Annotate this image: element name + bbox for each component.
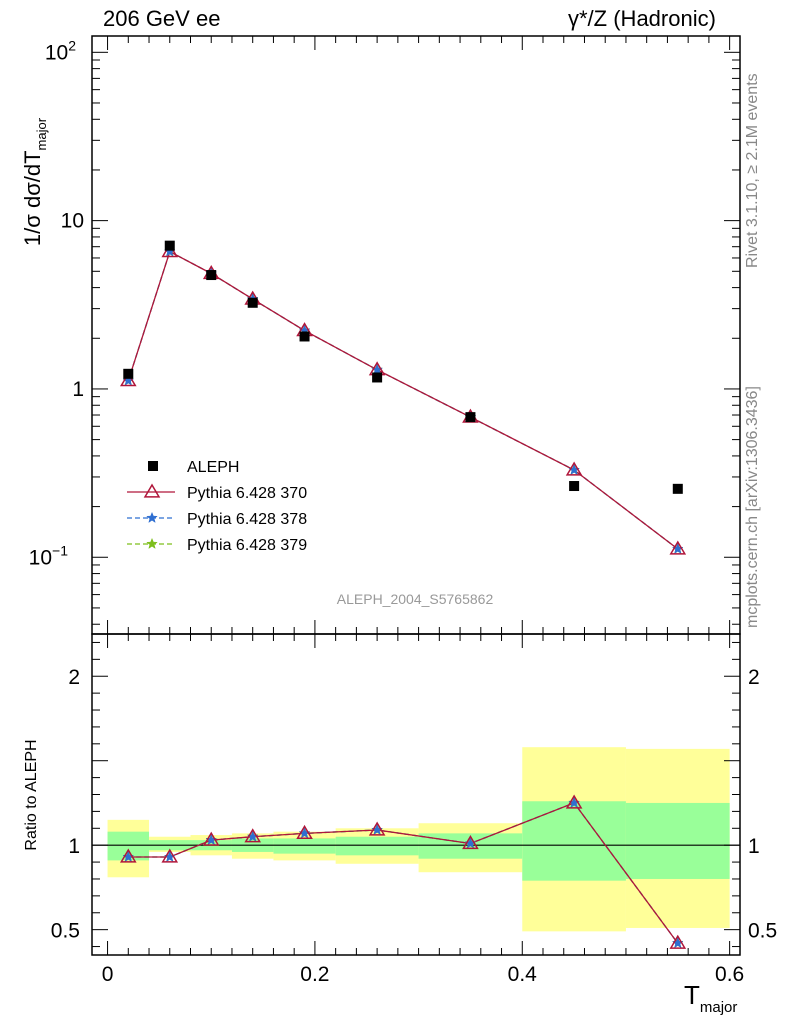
plot-title-right: γ*/Z (Hadronic) [568,6,716,31]
main-marker-series-0-point-0 [119,372,137,387]
ratio-marker-series-0-point-0 [119,848,137,863]
ratio-y-axis-label: Ratio to ALEPH [23,739,40,850]
x-tick-label-2: 0.4 [508,963,538,986]
analysis-watermark: ALEPH_2004_S5765862 [337,591,494,607]
main-y-axis-label: 1/σ dσ/dTmajor [20,117,49,246]
ratio-y-tick-label-left-1: 1 [68,835,80,858]
ratio-band-inner-8 [625,802,730,879]
main-y-tick-label-exponent: −1 [52,542,68,558]
data-point-2 [206,270,217,281]
data-point-4 [299,331,310,342]
legend-marker-series-2 [146,537,158,549]
data-point-7 [569,481,580,492]
main-marker-series-0-point-7 [565,461,583,476]
ratio-y-tick-label-right-0: 0.5 [748,920,777,943]
ratio-band-inner-7 [522,801,626,881]
ratio-marker-series-0-point-1 [161,848,179,863]
data-point-0 [123,368,134,379]
x-tick-label-1: 0.2 [300,963,329,986]
legend-label-series-0: Pythia 6.428 370 [187,485,307,502]
ratio-y-tick-label-left-2: 2 [68,666,80,689]
main-marker-series-0-point-8 [669,540,687,555]
ratio-marker-series-0-point-7 [565,794,583,809]
ratio-y-tick-label-right-2: 2 [748,666,760,689]
ratio-marker-series-0-point-2 [202,831,220,846]
ratio-marker-series-0-point-6 [462,835,479,850]
main-y-tick-label-exponent: 2 [68,37,76,53]
main-y-tick-label-2: 10 [61,210,84,233]
main-y-tick-label-1: 1 [72,378,84,401]
data-point-1 [164,240,175,251]
data-point-6 [465,412,476,423]
ratio-marker-series-0-point-5 [368,821,386,836]
data-point-5 [372,372,383,383]
main-y-axis-label-subscript: major [34,117,49,150]
ratio-y-tick-label-right-1: 1 [748,835,760,858]
ratio-band-inner-4 [273,838,336,854]
main-line-series-1 [127,250,679,550]
main-y-tick-label-0: 10−1 [29,542,69,569]
data-point-8 [672,483,683,494]
x-tick-label-3: 0.6 [715,963,744,986]
legend-marker-series-0 [143,483,161,498]
main-line-series-0 [127,250,679,550]
ratio-marker-series-0-point-3 [244,828,262,843]
ratio-marker-series-0-point-8 [669,934,687,949]
legend-label-series-2: Pythia 6.428 379 [187,537,307,554]
legend-label-data: ALEPH [187,459,239,476]
data-point-3 [247,297,258,308]
main-line-series-2 [127,250,679,550]
ratio-marker-series-0-point-4 [296,824,313,840]
x-tick-label-0: 0 [102,963,114,986]
x-axis-label-subscript: major [700,999,738,1016]
legend-marker-data [148,461,158,471]
ratio-y-tick-label-left-0: 0.5 [51,920,80,943]
plot-title-left: 206 GeV ee [103,6,221,31]
main-y-tick-label-3: 102 [45,37,76,64]
legend-marker-series-1 [146,511,158,523]
legend-label-series-1: Pythia 6.428 378 [187,511,307,528]
ratio-band-inner-5 [335,836,419,856]
